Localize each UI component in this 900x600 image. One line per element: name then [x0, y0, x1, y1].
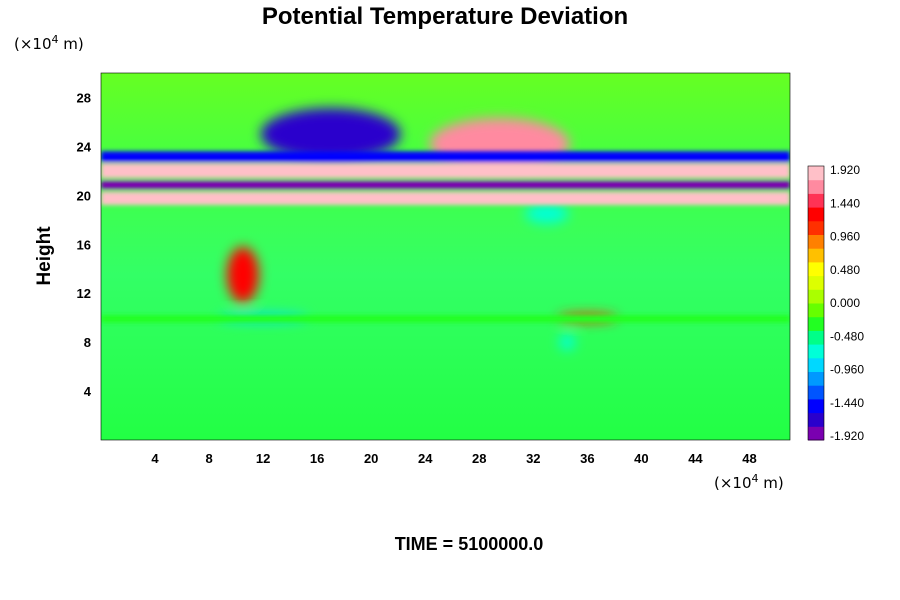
y-tick-label: 4	[84, 384, 92, 399]
x-tick-label: 44	[688, 451, 703, 466]
colorbar-tick-label: -1.920	[830, 429, 864, 443]
heatmap-band	[101, 191, 790, 206]
colorbar-tick-label: -0.480	[830, 329, 864, 343]
colorbar-segment	[808, 193, 824, 208]
x-tick-label: 48	[742, 451, 756, 466]
heatmap-band	[101, 151, 790, 163]
x-tick-label: 8	[205, 451, 212, 466]
x-tick-label: 4	[151, 451, 159, 466]
colorbar-tick-label: 0.480	[830, 263, 860, 277]
y-tick-label: 28	[77, 90, 91, 105]
heatmap-anomaly	[559, 334, 576, 351]
colorbar-frame	[807, 165, 825, 441]
colorbar-segment	[808, 398, 824, 414]
y-axis-ticks: 4 8 12 16 20 24 28	[77, 90, 92, 399]
y-tick-label: 24	[77, 139, 92, 154]
colorbar-segment	[808, 179, 824, 194]
colorbar-segment	[808, 207, 824, 222]
colorbar-segment	[808, 289, 824, 304]
time-label: TIME = 5100000.0	[395, 534, 544, 554]
heatmap-anomaly	[524, 203, 569, 224]
heatmap-band	[101, 180, 790, 190]
colorbar-tick-label: 0.000	[830, 296, 860, 310]
colorbar-segment	[808, 426, 824, 441]
x-tick-label: 24	[418, 451, 433, 466]
y-axis-label: Height	[34, 226, 55, 286]
colorbar-segment	[808, 220, 824, 235]
y-tick-label: 8	[84, 335, 91, 350]
colorbar-segment	[808, 248, 824, 263]
x-unit-label: (×104 m)	[714, 472, 784, 492]
y-tick-label: 16	[77, 237, 91, 252]
colorbar-segment	[808, 303, 824, 318]
colorbar-tick-label: 1.920	[830, 163, 860, 177]
colorbar-segment	[808, 316, 824, 331]
x-tick-label: 16	[310, 451, 324, 466]
x-tick-label: 12	[256, 451, 270, 466]
colorbar-segment	[808, 357, 824, 372]
y-unit-label: (×104 m)	[14, 33, 84, 53]
colorbar-segment	[808, 275, 824, 290]
colorbar-tick-label: 0.960	[830, 230, 860, 244]
colorbar-segment	[808, 385, 824, 400]
x-tick-label: 32	[526, 451, 540, 466]
heatmap-band	[101, 315, 790, 323]
colorbar-segment	[808, 344, 824, 359]
y-tick-label: 20	[77, 188, 91, 203]
colorbar-tick-label: 1.440	[830, 196, 860, 210]
colorbar-segment	[808, 261, 824, 277]
heatmap-anomaly	[226, 246, 259, 303]
y-tick-label: 12	[77, 286, 91, 301]
x-axis-ticks: 4 8 12 16 20 24 28 32 36 40 44 48	[151, 451, 756, 466]
colorbar-segment	[808, 166, 824, 181]
x-tick-label: 36	[580, 451, 594, 466]
colorbar	[807, 165, 825, 441]
colorbar-segment	[808, 371, 824, 386]
chart-title: Potential Temperature Deviation	[262, 3, 628, 30]
heatmap-band	[101, 163, 790, 179]
colorbar-tick-label: -0.960	[830, 363, 864, 377]
colorbar-tick-label: -1.440	[830, 396, 864, 410]
x-tick-label: 40	[634, 451, 648, 466]
colorbar-segment	[808, 330, 824, 345]
colorbar-ticks: 1.920 1.440 0.960 0.480 0.000 -0.480 -0.960 -1.…	[830, 163, 864, 443]
heatmap-field	[101, 73, 790, 440]
x-tick-label: 20	[364, 451, 378, 466]
x-tick-label: 28	[472, 451, 486, 466]
heatmap-anomaly	[260, 108, 401, 161]
colorbar-segment	[808, 412, 824, 427]
colorbar-segment	[808, 234, 824, 249]
plot-frame	[100, 72, 791, 441]
